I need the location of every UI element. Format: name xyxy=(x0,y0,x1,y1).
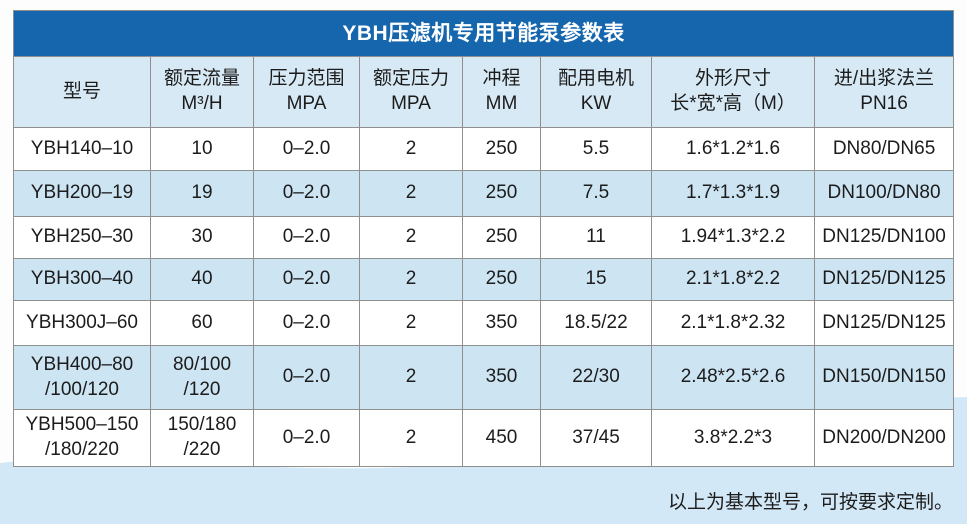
table-row: YBH200–19 19 0–2.0 2 250 7.5 1.7*1.3*1.9… xyxy=(13,170,955,217)
cell-model: YBH200–19 xyxy=(13,170,151,217)
cell-flow: 80/100 /120 xyxy=(150,345,254,410)
cell-dimensions: 1.6*1.2*1.6 xyxy=(651,127,815,171)
cell-model: YBH140–10 xyxy=(13,127,151,171)
cell-flow: 10 xyxy=(150,127,254,171)
cell-flange: DN100/DN80 xyxy=(813,170,955,217)
cell-dimensions: 2.1*1.8*2.32 xyxy=(651,300,815,346)
cell-dimensions: 1.7*1.3*1.9 xyxy=(651,170,815,217)
cell-motor: 7.5 xyxy=(540,170,652,217)
cell-model: YBH300–40 xyxy=(13,258,151,301)
cell-dimensions: 2.48*2.5*2.6 xyxy=(651,345,815,410)
cell-pressure-range: 0–2.0 xyxy=(253,127,360,171)
cell-stroke: 350 xyxy=(462,300,541,346)
table-title: YBH压滤机专用节能泵参数表 xyxy=(12,10,955,57)
title-row: YBH压滤机专用节能泵参数表 xyxy=(12,10,955,57)
column-header-motor: 配用电机 KW xyxy=(540,56,652,128)
column-header-rated-flow: 额定流量 M³/H xyxy=(150,56,254,128)
cell-rated-pressure: 2 xyxy=(359,345,463,410)
column-header-pressure-range: 压力范围 MPA xyxy=(253,56,360,128)
cell-stroke: 350 xyxy=(462,345,541,410)
customization-note: 以上为基本型号，可按要求定制。 xyxy=(667,492,953,513)
cell-motor: 5.5 xyxy=(540,127,652,171)
cell-motor: 22/30 xyxy=(540,345,652,410)
column-header-model: 型号 xyxy=(13,56,151,128)
table-row: YBH250–30 30 0–2.0 2 250 11 1.94*1.3*2.2… xyxy=(13,216,955,259)
cell-stroke: 250 xyxy=(462,216,541,259)
table-row: YBH140–10 10 0–2.0 2 250 5.5 1.6*1.2*1.6… xyxy=(13,127,955,171)
cell-model: YBH300J–60 xyxy=(13,300,151,346)
cell-pressure-range: 0–2.0 xyxy=(253,258,360,301)
column-header-flange: 进/出浆法兰 PN16 xyxy=(813,56,955,128)
cell-rated-pressure: 2 xyxy=(359,409,463,467)
cell-pressure-range: 0–2.0 xyxy=(253,216,360,259)
cell-dimensions: 1.94*1.3*2.2 xyxy=(651,216,815,259)
cell-flow: 40 xyxy=(150,258,254,301)
cell-motor: 11 xyxy=(540,216,652,259)
cell-flow: 60 xyxy=(150,300,254,346)
cell-flow: 19 xyxy=(150,170,254,217)
cell-dimensions: 3.8*2.2*3 xyxy=(651,409,815,467)
column-header-rated-pressure: 额定压力 MPA xyxy=(359,56,463,128)
cell-rated-pressure: 2 xyxy=(359,300,463,346)
cell-motor: 15 xyxy=(540,258,652,301)
cell-stroke: 250 xyxy=(462,258,541,301)
cell-flange: DN200/DN200 xyxy=(813,409,955,467)
table-row: YBH300J–60 60 0–2.0 2 350 18.5/22 2.1*1.… xyxy=(13,300,955,346)
table-row: YBH500–150 /180/220 150/180 /220 0–2.0 2… xyxy=(13,409,955,467)
cell-model: YBH250–30 xyxy=(13,216,151,259)
cell-stroke: 450 xyxy=(462,409,541,467)
cell-flange: DN80/DN65 xyxy=(813,127,955,171)
column-header-dimensions: 外形尺寸 长*宽*高（M） xyxy=(651,56,815,128)
cell-stroke: 250 xyxy=(462,127,541,171)
cell-pressure-range: 0–2.0 xyxy=(253,409,360,467)
cell-flange: DN125/DN125 xyxy=(813,258,955,301)
cell-rated-pressure: 2 xyxy=(359,258,463,301)
cell-pressure-range: 0–2.0 xyxy=(253,345,360,410)
cell-pressure-range: 0–2.0 xyxy=(253,170,360,217)
cell-motor: 37/45 xyxy=(540,409,652,467)
cell-flange: DN125/DN100 xyxy=(813,216,955,259)
cell-pressure-range: 0–2.0 xyxy=(253,300,360,346)
cell-dimensions: 2.1*1.8*2.2 xyxy=(651,258,815,301)
column-header-stroke: 冲程 MM xyxy=(462,56,541,128)
cell-flow: 30 xyxy=(150,216,254,259)
spec-table: YBH压滤机专用节能泵参数表 型号 额定流量 M³/H 压力范围 MPA 额定压… xyxy=(12,10,955,467)
cell-rated-pressure: 2 xyxy=(359,170,463,217)
table-row: YBH300–40 40 0–2.0 2 250 15 2.1*1.8*2.2 … xyxy=(13,258,955,301)
cell-rated-pressure: 2 xyxy=(359,216,463,259)
cell-stroke: 250 xyxy=(462,170,541,217)
cell-model: YBH500–150 /180/220 xyxy=(13,409,151,467)
header-row: 型号 额定流量 M³/H 压力范围 MPA 额定压力 MPA 冲程 MM 配用电… xyxy=(13,56,955,128)
cell-motor: 18.5/22 xyxy=(540,300,652,346)
cell-flange: DN125/DN125 xyxy=(813,300,955,346)
table-row: YBH400–80 /100/120 80/100 /120 0–2.0 2 3… xyxy=(13,345,955,410)
cell-model: YBH400–80 /100/120 xyxy=(13,345,151,410)
cell-flange: DN150/DN150 xyxy=(813,345,955,410)
cell-rated-pressure: 2 xyxy=(359,127,463,171)
cell-flow: 150/180 /220 xyxy=(150,409,254,467)
